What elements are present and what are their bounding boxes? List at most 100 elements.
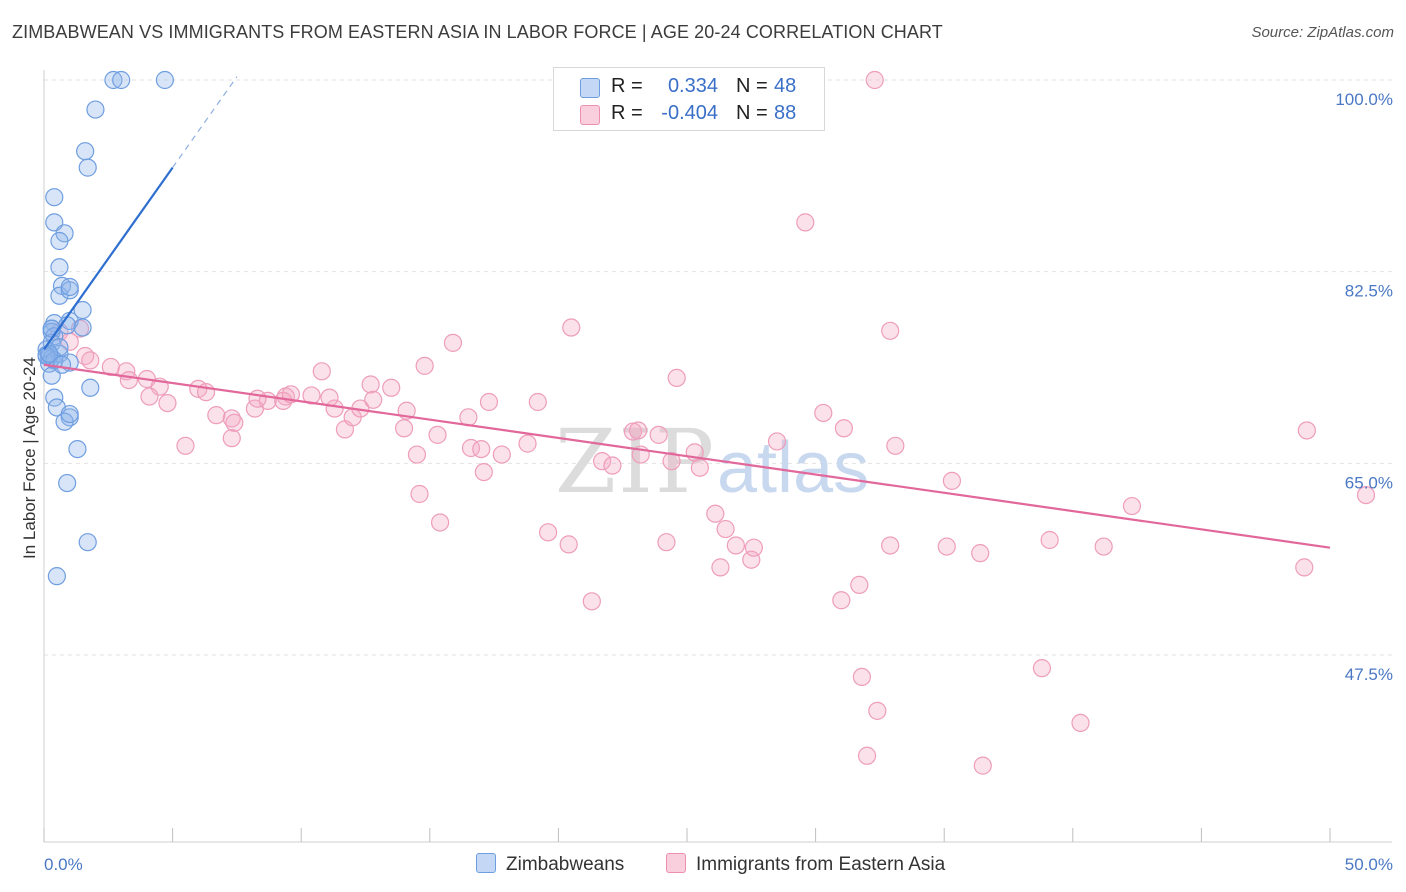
point-eastern-asia	[667, 368, 686, 388]
point-eastern-asia	[865, 70, 884, 90]
svg-text:atlas: atlas	[717, 428, 869, 508]
point-eastern-asia	[937, 537, 956, 556]
axes	[43, 70, 1392, 843]
point-eastern-asia	[207, 406, 226, 425]
legend-label-eastern-asia: Immigrants from Eastern Asia	[696, 854, 946, 875]
point-eastern-asia	[1356, 485, 1376, 505]
point-zimbabweans	[50, 338, 69, 357]
point-eastern-asia	[474, 462, 493, 482]
point-eastern-asia	[222, 429, 241, 448]
point-zimbabweans	[45, 188, 64, 207]
point-eastern-asia	[364, 390, 383, 409]
point-eastern-asia	[312, 362, 331, 381]
point-eastern-asia	[528, 392, 547, 412]
point-zimbabweans	[104, 70, 123, 90]
y-tick-label: 100.0%	[1335, 90, 1393, 109]
legend-n-value: 48	[774, 75, 797, 97]
legend-r-label: R =	[611, 102, 643, 124]
point-eastern-asia	[744, 538, 763, 557]
point-zimbabweans	[155, 70, 174, 90]
point-eastern-asia	[479, 392, 499, 412]
point-eastern-asia	[662, 452, 681, 471]
point-zimbabweans	[52, 355, 72, 374]
x-tick-label: 50.0%	[1345, 855, 1393, 874]
legend-r-value: -0.404	[661, 102, 718, 124]
point-zimbabweans	[76, 142, 95, 161]
series-eastern-asia	[50, 70, 1376, 775]
point-eastern-asia	[832, 591, 851, 610]
point-eastern-asia	[942, 471, 962, 490]
legend-swatch-zimbabweans	[580, 78, 600, 98]
point-eastern-asia	[430, 513, 450, 532]
point-eastern-asia	[881, 536, 900, 555]
grid-lines	[44, 79, 1392, 656]
point-zimbabweans	[78, 533, 97, 552]
legend-item-zimbabweans: Zimbabweans	[476, 853, 624, 876]
point-eastern-asia	[868, 701, 887, 720]
point-eastern-asia	[518, 434, 537, 453]
series-legend: Zimbabweans Immigrants from Eastern Asia	[0, 853, 1406, 877]
point-eastern-asia	[1295, 558, 1314, 577]
legend-swatch-zimbabweans	[476, 853, 496, 873]
point-eastern-asia	[814, 403, 833, 423]
trendline-zimbabweans-extension	[172, 76, 238, 168]
legend-r-value: 0.334	[667, 75, 718, 97]
source-label: Source: ZipAtlas.com	[1251, 24, 1394, 41]
legend-swatch-eastern-asia	[666, 853, 686, 873]
point-zimbabweans	[112, 70, 131, 90]
point-eastern-asia	[394, 419, 414, 438]
point-eastern-asia	[716, 519, 735, 539]
point-eastern-asia	[706, 504, 725, 523]
point-eastern-asia	[407, 445, 427, 464]
point-eastern-asia	[562, 318, 581, 337]
point-eastern-asia	[629, 421, 648, 440]
legend-label-zimbabweans: Zimbabweans	[506, 854, 625, 875]
point-eastern-asia	[140, 387, 159, 406]
point-zimbabweans	[81, 378, 100, 397]
point-eastern-asia	[302, 386, 321, 405]
point-zimbabweans	[60, 404, 79, 424]
point-zimbabweans	[68, 439, 87, 459]
correlation-legend: R = 0.334 N = 48 R = -0.404 N = 88	[553, 67, 825, 131]
point-eastern-asia	[1040, 530, 1059, 550]
point-eastern-asia	[1032, 659, 1052, 678]
point-eastern-asia	[973, 756, 992, 775]
point-eastern-asia	[857, 746, 877, 765]
legend-n-label: N =	[736, 75, 768, 97]
zipatlas-watermark: ZIP atlas	[555, 410, 869, 513]
y-tick-label: 82.5%	[1345, 282, 1393, 301]
point-eastern-asia	[582, 592, 601, 611]
point-eastern-asia	[539, 523, 558, 542]
point-eastern-asia	[796, 213, 815, 232]
point-eastern-asia	[410, 484, 429, 504]
point-eastern-asia	[1297, 421, 1316, 440]
point-eastern-asia	[881, 321, 900, 340]
point-eastern-asia	[603, 456, 622, 475]
point-eastern-asia	[225, 413, 244, 432]
point-eastern-asia	[767, 432, 787, 451]
point-eastern-asia	[1071, 713, 1090, 733]
point-zimbabweans	[50, 258, 69, 277]
point-eastern-asia	[1094, 537, 1113, 556]
tick-labels: 47.5% 65.0% 82.5% 100.0% 0.0% 50.0%	[44, 90, 1393, 874]
point-eastern-asia	[971, 544, 990, 563]
point-eastern-asia	[325, 399, 344, 418]
point-eastern-asia	[492, 445, 511, 464]
chart-title: ZIMBABWEAN VS IMMIGRANTS FROM EASTERN AS…	[12, 22, 943, 42]
point-eastern-asia	[690, 458, 709, 477]
svg-text:ZIP: ZIP	[555, 410, 716, 513]
point-eastern-asia	[852, 667, 871, 687]
trendlines	[43, 76, 1331, 549]
legend-item-eastern-asia: Immigrants from Eastern Asia	[666, 853, 945, 876]
point-eastern-asia	[886, 436, 905, 455]
point-zimbabweans	[73, 318, 92, 337]
point-eastern-asia	[382, 378, 401, 397]
point-zimbabweans	[86, 100, 105, 119]
trendline-zimbabweans	[43, 166, 174, 351]
point-eastern-asia	[1122, 496, 1142, 516]
point-eastern-asia	[81, 351, 100, 370]
point-eastern-asia	[361, 375, 380, 394]
point-eastern-asia	[158, 393, 177, 413]
x-tick-label: 0.0%	[44, 855, 83, 874]
